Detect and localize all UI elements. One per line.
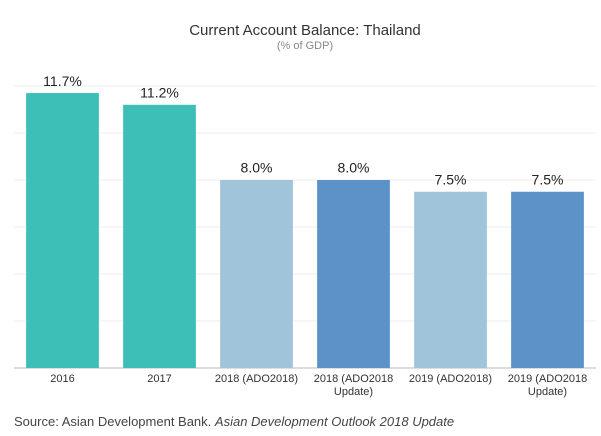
x-tick-label: 2018 (ADO2018) <box>214 373 299 385</box>
source-text: Source: Asian Development Bank. <box>14 414 212 429</box>
source-title: Asian Development Outlook 2018 Update <box>214 414 455 429</box>
x-tick-label: 2017 <box>147 373 172 385</box>
source: Source: Asian Development Bank. Asian De… <box>14 414 454 429</box>
value-label: 11.7% <box>43 73 82 89</box>
chart-title: Current Account Balance: Thailand <box>189 22 421 39</box>
chart-subtitle: (% of GDP) <box>277 40 333 52</box>
bar <box>511 191 584 368</box>
value-label: 11.2% <box>140 85 179 101</box>
value-label: 8.0% <box>241 160 273 176</box>
x-tick-label: 2016 <box>50 373 75 385</box>
bar <box>414 191 487 368</box>
x-tick-label: 2018 (ADO2018 Update) <box>313 373 394 398</box>
value-label: 8.0% <box>338 160 370 176</box>
bar <box>317 180 390 368</box>
x-tick-label: 2019 (ADO2018 Update) <box>507 373 588 398</box>
value-label: 7.5% <box>532 171 564 187</box>
bar <box>26 93 99 369</box>
bar <box>123 104 196 369</box>
x-tick-label: 2019 (ADO2018) <box>408 373 493 385</box>
value-label: 7.5% <box>435 171 467 187</box>
bar <box>220 180 293 368</box>
